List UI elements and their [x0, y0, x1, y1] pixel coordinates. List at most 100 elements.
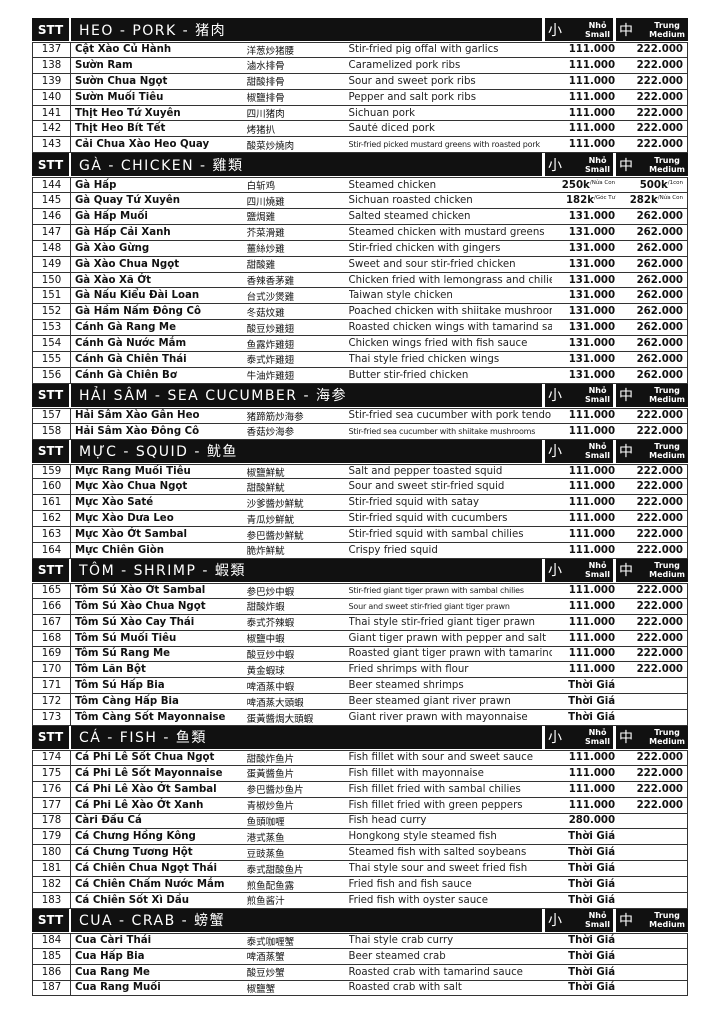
price-medium-value: 222.000 [636, 529, 683, 541]
price-small: Thời Giá [552, 847, 615, 858]
item-name-vi: Gà Xào Xã Ớt [74, 274, 152, 286]
medium-vi-label: Trung [654, 728, 680, 738]
price-small-value: 131.000 [568, 322, 616, 334]
price-medium: 222.000 [615, 800, 687, 811]
item-name-vi: Hải Sâm Xào Gân Heo [74, 410, 200, 422]
price-small: 131.000 [552, 275, 615, 286]
price-medium-value: 262.000 [636, 258, 683, 270]
price-small: Thời Giá [552, 935, 615, 946]
item-name-zh: 酸豆炒蟹 [246, 968, 285, 980]
item-name-zh: 甜酸炸蝦 [246, 602, 285, 614]
price-small-value: Thời Giá [568, 680, 616, 692]
price-medium: 262.000 [615, 211, 687, 222]
price-small: 111.000 [552, 139, 615, 150]
price-medium-value: 262.000 [636, 369, 683, 381]
price-small-value: Thời Giá [568, 982, 616, 994]
medium-en-label: Medium [649, 570, 685, 580]
price-small: 111.000 [552, 497, 615, 508]
medium-en-label: Medium [649, 164, 685, 174]
price-small-value: 111.000 [568, 59, 616, 71]
item-name-en: Stir-fried squid with satay [348, 497, 480, 509]
item-name-zh: 啤酒蒸大頭蝦 [246, 697, 304, 709]
menu-item-row: 182 Cá Chiên Chấm Nước Mắm 煎鱼配鱼露 Fried fish… [32, 877, 688, 893]
item-name-vi: Cánh Gà Chiên Bơ [74, 369, 177, 381]
item-name-vi: Cánh Gà Nước Mắm [74, 338, 187, 350]
item-name-en: Butter stir-fried chicken [348, 369, 469, 381]
item-name-zh: 台式沙煲雞 [246, 291, 295, 303]
section-title: HẢI SÂM - SEA CUCUMBER - 海参 [71, 383, 542, 407]
small-size-label: Nhỏ Small [585, 561, 610, 579]
item-name-en: Thai style fried chicken wings [348, 353, 500, 365]
small-size-header: 小 Nhỏ Small [545, 18, 613, 41]
menu-item-row: 172 Tôm Càng Hấp Bia 啤酒蒸大頭蝦 Beer steamed gi… [32, 694, 688, 711]
price-small-value: 111.000 [568, 425, 616, 437]
item-number: 161 [33, 495, 71, 511]
price-medium-value: 262.000 [636, 306, 683, 318]
menu-item-row: 153 Cánh Gà Rang Me 酸豆炒雞翅 Roasted chicken w… [32, 320, 688, 337]
item-number: 165 [33, 583, 71, 598]
price-medium-value: 222.000 [636, 544, 683, 556]
item-name-zh: 青椒炒鱼片 [246, 801, 295, 813]
menu-item-row: 171 Tôm Sú Hấp Bia 啤酒蒸中蝦 Beer steamed shrim… [32, 678, 688, 695]
price-medium: 222.000 [615, 545, 687, 556]
price-small: 131.000 [552, 338, 615, 349]
item-name-en: Stir-fried picked mustard greens with ro… [348, 140, 541, 150]
price-medium-value: 222.000 [636, 664, 683, 676]
price-medium-value: 262.000 [636, 338, 683, 350]
item-name-en: Fried shrimps with flour [348, 664, 469, 676]
item-name-vi: Gà Quay Tứ Xuyên [74, 195, 181, 207]
item-name-vi: Thịt Heo Tứ Xuyên [74, 107, 181, 119]
price-medium: 222.000 [615, 585, 687, 596]
medium-vi-label: Trung [654, 911, 680, 921]
menu-item-row: 170 Tôm Lăn Bột 黄金蝦球 Fried shrimps with flo… [32, 662, 688, 679]
price-small: 111.000 [552, 481, 615, 492]
price-medium: 222.000 [615, 426, 687, 437]
item-name-en: Beer steamed crab [348, 950, 446, 962]
price-medium: 222.000 [615, 617, 687, 628]
price-small-value: 111.000 [568, 75, 616, 87]
price-medium-value: 222.000 [636, 91, 683, 103]
item-name-en: Roasted crab with tamarind sauce [348, 966, 523, 978]
item-number: 162 [33, 511, 71, 527]
price-medium: 262.000 [615, 322, 687, 333]
item-name-en: Roasted giant tiger prawn with tamarind [348, 648, 553, 660]
menu-item-row: 180 Cá Chưng Tương Hột 豆豉蒸鱼 Steamed fish wi… [32, 845, 688, 862]
item-name-en: Salt and pepper toasted squid [348, 466, 503, 478]
menu-item-row: 155 Cánh Gà Chiên Thái 泰式炸雞翅 Thai style fri… [32, 352, 688, 368]
item-name-en: Fish fillet fried with sambal chilies [348, 783, 521, 795]
item-name-zh: 参巴醬炒鱼片 [246, 785, 304, 797]
medium-size-header: 中 Trung Medium [616, 153, 688, 177]
price-small: 131.000 [552, 290, 615, 301]
item-number: 174 [33, 750, 71, 765]
price-small: 111.000 [552, 426, 615, 437]
stt-label: STT [32, 558, 69, 582]
price-small: Thời Giá [552, 696, 615, 707]
menu-item-row: 159 Mực Rang Muối Tiêu 椒鹽鮮魷 Salt and pepper… [32, 463, 688, 480]
item-name-zh: 冬菇炆雞 [246, 307, 285, 319]
item-name-zh: 芥菜滑雞 [246, 228, 285, 240]
item-name-vi: Cua Rang Muối [74, 982, 161, 994]
price-small: Thời Giá [552, 982, 615, 993]
menu-item-row: 152 Gà Hầm Nấm Đông Cô 冬菇炆雞 Poached chicken… [32, 304, 688, 321]
price-medium: 262.000 [615, 290, 687, 301]
price-small: Thời Giá [552, 967, 615, 978]
item-name-vi: Cá Phi Lê Sốt Mayonnaise [74, 767, 223, 779]
price-medium-value: 222.000 [636, 59, 683, 71]
item-name-zh: 白斩鸡 [246, 181, 276, 193]
item-number: 159 [33, 464, 71, 479]
small-cjk-label: 小 [548, 730, 562, 747]
small-size-label: Nhỏ Small [585, 911, 610, 929]
price-medium-value: 222.000 [636, 767, 683, 779]
price-medium: 262.000 [615, 259, 687, 270]
item-name-en: Sichuan pork [348, 107, 416, 119]
menu-item-row: 154 Cánh Gà Nước Mắm 鱼露炸雞翅 Chicken wings fr… [32, 336, 688, 353]
item-name-vi: Mực Xào Chua Ngọt [74, 481, 188, 493]
small-cjk-label: 小 [548, 388, 562, 405]
section-header: STT CÁ - FISH - 鱼類小 Nhỏ Small 中 Trung Medium [32, 725, 688, 749]
item-name-en: Steamed chicken with mustard greens [348, 226, 545, 238]
small-size-header: 小 Nhỏ Small [545, 558, 613, 582]
small-vi-label: Nhỏ [588, 561, 607, 571]
item-number: 155 [33, 352, 71, 367]
item-number: 149 [33, 256, 71, 272]
menu-item-row: 150 Gà Xào Xã Ớt 香辣香茅雞 Chicken fried with l… [32, 272, 688, 289]
